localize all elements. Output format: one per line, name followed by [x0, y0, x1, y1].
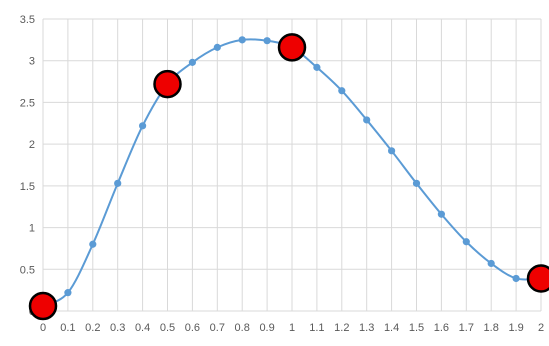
highlight-marker: [277, 33, 307, 62]
x-tick-label: 0.7: [210, 322, 225, 334]
highlight-markers: [28, 33, 549, 321]
y-tick-label: 2.5: [20, 97, 35, 109]
data-point: [338, 87, 346, 95]
data-point: [89, 240, 97, 248]
x-tick-label: 0.6: [185, 322, 200, 334]
x-tick-label: 0.3: [110, 322, 125, 334]
highlight-marker: [28, 291, 58, 321]
y-tick-label: 2: [29, 139, 35, 151]
data-point: [114, 179, 122, 187]
x-tick-label: 1.5: [409, 322, 424, 334]
x-tick-label: 0.4: [135, 322, 150, 334]
data-point: [487, 259, 495, 268]
data-point: [213, 43, 221, 51]
x-tick-label: 1.7: [459, 322, 474, 334]
x-tick-label: 0.2: [85, 322, 100, 334]
data-point: [238, 36, 246, 44]
x-tick-label: 0.9: [259, 322, 274, 334]
x-tick-label: 1.8: [484, 322, 499, 334]
data-point: [263, 37, 271, 45]
y-tick-label: 3.5: [20, 14, 35, 26]
data-point: [437, 210, 445, 218]
x-tick-label: 1: [289, 322, 295, 334]
data-points: [39, 36, 545, 310]
data-point: [412, 179, 421, 187]
x-tick-label: 2: [538, 322, 544, 334]
x-tick-label: 0.8: [235, 322, 250, 334]
x-tick-label: 0.5: [160, 322, 175, 334]
y-tick-label: 1.5: [20, 181, 35, 193]
data-point: [139, 122, 147, 130]
data-point: [313, 63, 321, 71]
y-tick-label: 1: [29, 223, 35, 235]
highlight-marker: [153, 69, 182, 99]
tick-labels: 0 0.1 0.2 0.3 0.4 0.5 0.6 0.7 0.8 0.9 1 1.1 1.2 1.3 1.…: [20, 14, 544, 334]
x-tick-label: 0.1: [60, 322, 75, 334]
x-tick-label: 1.3: [359, 322, 374, 334]
data-point: [388, 147, 396, 155]
gridlines: [42, 18, 542, 312]
y-tick-label: 3: [29, 56, 35, 68]
data-point: [363, 116, 371, 124]
x-tick-label: 1.2: [334, 322, 349, 334]
x-tick-label: 1.4: [384, 322, 399, 334]
data-point: [462, 238, 470, 246]
data-point: [512, 274, 520, 283]
x-tick-label: 1.9: [508, 322, 523, 334]
x-tick-label: 1.6: [434, 322, 449, 334]
y-tick-label: 0.5: [20, 264, 35, 276]
data-point: [188, 58, 196, 66]
data-point: [64, 289, 72, 297]
x-tick-label: 1.1: [309, 322, 324, 334]
highlight-marker: [526, 264, 549, 293]
x-tick-label: 0: [40, 322, 46, 334]
